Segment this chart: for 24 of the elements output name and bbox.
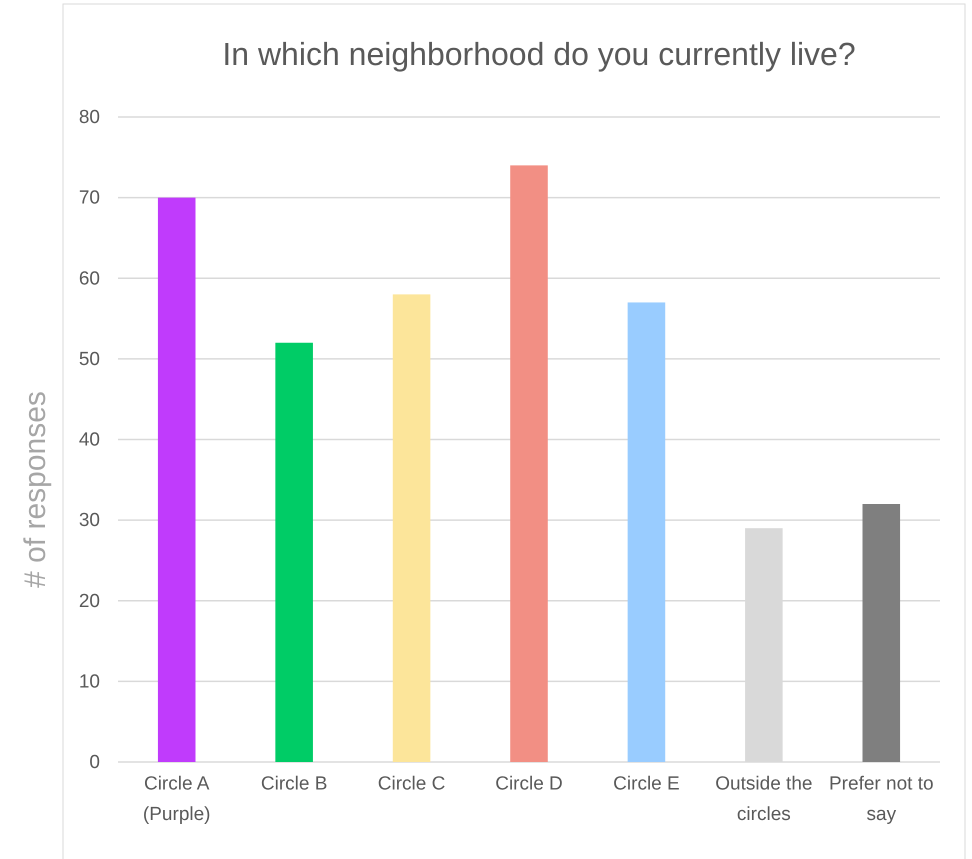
y-tick-label: 50 [78,348,100,370]
bar [628,302,666,762]
bar [510,165,548,762]
y-tick-label: 40 [78,430,100,451]
y-tick-label: 30 [78,510,100,532]
x-tick-label: Circle E [613,773,680,794]
x-tick-label: Circle D [495,773,563,794]
y-tick-label: 10 [78,671,100,692]
y-tick-label: 80 [78,107,100,128]
bar [158,198,196,762]
x-tick-label: Circle C [378,773,446,794]
x-tick-label: Outside the circles [715,773,812,825]
bar [392,294,430,762]
chart-title: In which neighborhood do you currently live? [222,36,856,72]
bar [862,504,900,762]
y-tick-label: 0 [89,752,100,774]
y-tick-label: 70 [78,188,100,209]
bar [275,342,313,762]
y-tick-label: 60 [78,268,100,290]
x-tick-label: Prefer not to say [829,773,934,825]
y-tick-label: 20 [78,590,100,612]
y-axis-title: # of responses [19,391,52,588]
x-tick-label: Circle B [260,773,328,794]
x-tick-label: Circle A (Purple) [142,773,211,825]
